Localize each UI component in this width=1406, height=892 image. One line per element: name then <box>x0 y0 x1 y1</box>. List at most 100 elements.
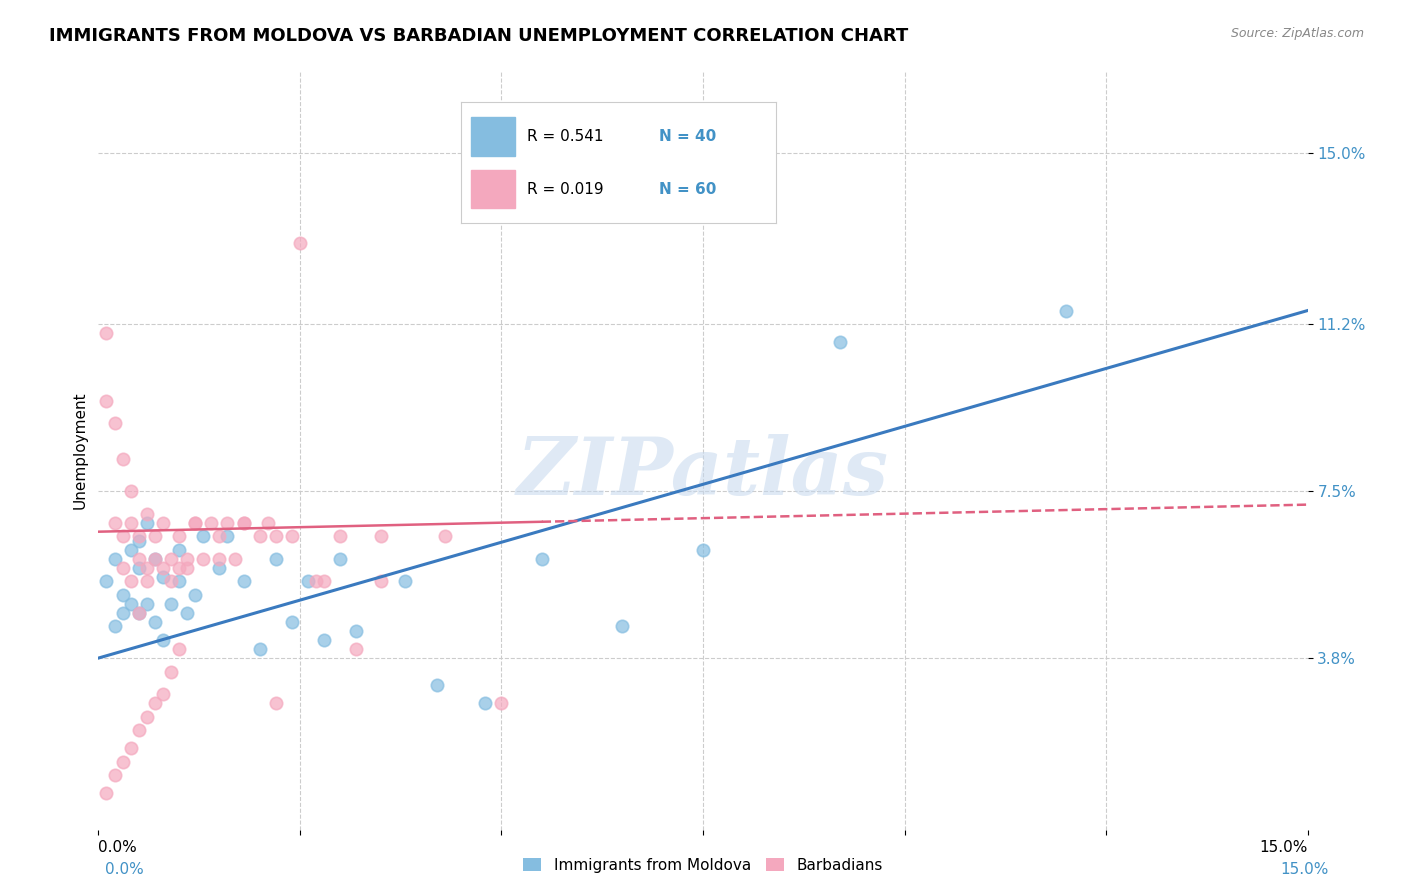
Point <box>160 597 183 611</box>
Point <box>224 551 246 566</box>
Point <box>530 551 553 566</box>
Point <box>120 516 142 530</box>
Point <box>193 551 215 566</box>
Point <box>176 606 198 620</box>
Text: ZIPatlas: ZIPatlas <box>517 434 889 512</box>
Point <box>111 588 134 602</box>
Point <box>167 574 190 589</box>
Point <box>474 696 496 710</box>
Point <box>249 642 271 657</box>
Point <box>297 574 319 589</box>
Point <box>232 574 254 589</box>
Text: 0.0%: 0.0% <box>98 840 138 855</box>
Point <box>143 529 166 543</box>
Point <box>111 452 134 467</box>
Text: IMMIGRANTS FROM MOLDOVA VS BARBADIAN UNEMPLOYMENT CORRELATION CHART: IMMIGRANTS FROM MOLDOVA VS BARBADIAN UNE… <box>49 27 908 45</box>
Point <box>103 417 125 431</box>
Point <box>135 574 157 589</box>
Point <box>128 561 150 575</box>
Point <box>160 574 183 589</box>
Point <box>128 606 150 620</box>
Point <box>120 484 142 499</box>
Point <box>135 710 157 724</box>
Point <box>426 678 449 692</box>
Point <box>96 574 118 589</box>
Point <box>288 235 311 250</box>
Point <box>394 574 416 589</box>
Text: 15.0%: 15.0% <box>1260 840 1308 855</box>
Point <box>128 551 150 566</box>
Point <box>120 597 142 611</box>
Point <box>200 516 222 530</box>
Point <box>128 529 150 543</box>
Point <box>103 768 125 782</box>
Point <box>264 551 287 566</box>
Point <box>281 615 304 629</box>
Point <box>370 529 392 543</box>
Point <box>167 529 190 543</box>
Y-axis label: Unemployment: Unemployment <box>72 392 87 509</box>
Point <box>232 516 254 530</box>
Point <box>120 574 142 589</box>
Point <box>344 642 367 657</box>
Point <box>128 606 150 620</box>
Point <box>111 561 134 575</box>
Point <box>111 529 134 543</box>
Point <box>329 551 352 566</box>
Point <box>692 542 714 557</box>
Point <box>184 588 207 602</box>
Point <box>152 516 174 530</box>
Point <box>143 696 166 710</box>
Point <box>103 551 125 566</box>
Point <box>167 542 190 557</box>
Text: Source: ZipAtlas.com: Source: ZipAtlas.com <box>1230 27 1364 40</box>
Point <box>249 529 271 543</box>
Point <box>96 393 118 408</box>
Point <box>135 507 157 521</box>
Legend: Immigrants from Moldova, Barbadians: Immigrants from Moldova, Barbadians <box>517 852 889 879</box>
Point <box>329 529 352 543</box>
Point <box>152 633 174 648</box>
Point <box>152 570 174 584</box>
Point <box>135 597 157 611</box>
Point <box>217 516 239 530</box>
Point <box>184 516 207 530</box>
Point <box>193 529 215 543</box>
Point <box>111 755 134 769</box>
Point <box>1054 303 1077 318</box>
Point <box>111 606 134 620</box>
Point <box>160 551 183 566</box>
Point <box>135 516 157 530</box>
Point <box>143 551 166 566</box>
Point <box>167 561 190 575</box>
Point <box>103 619 125 633</box>
Point <box>167 642 190 657</box>
Point <box>208 561 231 575</box>
Point <box>176 561 198 575</box>
Point <box>135 561 157 575</box>
Point <box>208 529 231 543</box>
Text: 15.0%: 15.0% <box>1281 863 1329 877</box>
Point <box>344 624 367 638</box>
Point <box>256 516 278 530</box>
Point <box>281 529 304 543</box>
Point <box>120 741 142 756</box>
Point <box>128 533 150 548</box>
Point <box>434 529 457 543</box>
Point <box>314 574 336 589</box>
Point <box>314 633 336 648</box>
Point <box>176 551 198 566</box>
Point <box>96 326 118 340</box>
Point <box>491 696 513 710</box>
Point <box>143 615 166 629</box>
Point <box>232 516 254 530</box>
Point <box>184 516 207 530</box>
Point <box>103 516 125 530</box>
Point <box>143 551 166 566</box>
Point <box>612 619 634 633</box>
Point <box>264 696 287 710</box>
Text: 0.0%: 0.0% <box>105 863 145 877</box>
Point <box>128 723 150 738</box>
Point <box>828 335 851 350</box>
Point <box>160 665 183 679</box>
